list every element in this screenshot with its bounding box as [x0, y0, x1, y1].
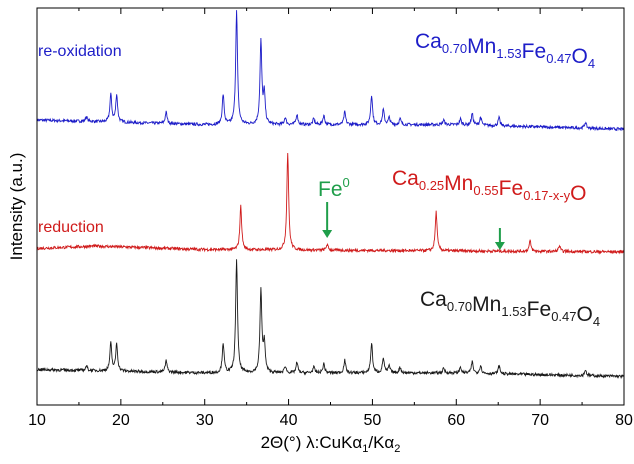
formula-subscript: 0.47: [546, 51, 571, 66]
x-tick-label: 70: [531, 412, 549, 429]
x-tick-label: 60: [447, 412, 465, 429]
formula-subscript: 0.70: [442, 41, 467, 56]
formula-element: Fe: [527, 298, 552, 321]
formula-subscript: 1.53: [501, 304, 526, 319]
formula-subscript: 1.53: [496, 46, 521, 61]
formula-subscript: 0.17-x-y: [523, 188, 570, 203]
annotations: Fe0: [318, 175, 505, 250]
x-axis-label-sub1: 1: [362, 443, 368, 455]
x-axis-label: 2Θ(°) λ:CuKα1/Kα2: [261, 433, 401, 455]
fe0-arrow-head-2: [494, 242, 505, 250]
formula-element: Mn: [467, 35, 496, 58]
formula-element: Fe: [522, 40, 547, 63]
series-line-2: [36, 152, 625, 255]
x-tick-label: 10: [28, 412, 46, 429]
formula-element: Ca: [415, 30, 442, 53]
fe0-text: Fe: [318, 178, 343, 201]
formula-element: Ca: [420, 288, 447, 311]
x-axis-label-main: 2Θ(°) λ:CuKα: [261, 433, 363, 452]
formula-element: O: [577, 303, 593, 326]
fe0-superscript: 0: [343, 175, 350, 190]
x-tick-label: 40: [280, 412, 298, 429]
x-tick-label: 80: [615, 412, 633, 429]
plot-frame: [36, 7, 625, 406]
x-tick-label: 30: [196, 412, 214, 429]
formula-subscript: 0.55: [473, 183, 498, 198]
series-label: reduction: [38, 219, 104, 236]
formula-subscript: 0.70: [447, 299, 472, 314]
formula-subscript: 4: [588, 56, 595, 71]
formula-element: Fe: [499, 177, 524, 200]
formula-element: Mn: [472, 293, 501, 316]
formula-subscript: 0.47: [551, 309, 576, 324]
fe0-arrow-head-1: [322, 230, 333, 238]
series-formula: Ca0.70Mn1.53Fe0.47O4: [415, 30, 595, 71]
x-tick-label: 50: [364, 412, 382, 429]
formula-element: O: [572, 45, 588, 68]
series-line-1: [36, 10, 625, 132]
formula-subscript: 4: [593, 314, 600, 329]
series-label: re-oxidation: [38, 43, 122, 60]
x-axis-label-sub2: 2: [394, 443, 400, 455]
formula-subscript: 0.25: [419, 178, 444, 193]
series-labels: re-oxidation Ca0.70Mn1.53Fe0.47O4reductio…: [38, 30, 600, 329]
formula-element: Ca: [392, 167, 419, 190]
series-formula: Ca0.70Mn1.53Fe0.47O4: [420, 288, 600, 329]
y-axis-label: Intensity (a.u.): [7, 153, 26, 261]
x-tick-label: 20: [112, 412, 130, 429]
x-axis-label-mid: /Kα: [368, 433, 394, 452]
formula-element: Mn: [444, 172, 473, 195]
series-line-3: [36, 259, 625, 380]
series-formula: Ca0.25Mn0.55Fe0.17-x-yO: [392, 167, 587, 205]
series-traces: [36, 10, 625, 380]
fe0-annotation-label: Fe0: [318, 175, 350, 201]
formula-element: O: [570, 182, 586, 205]
